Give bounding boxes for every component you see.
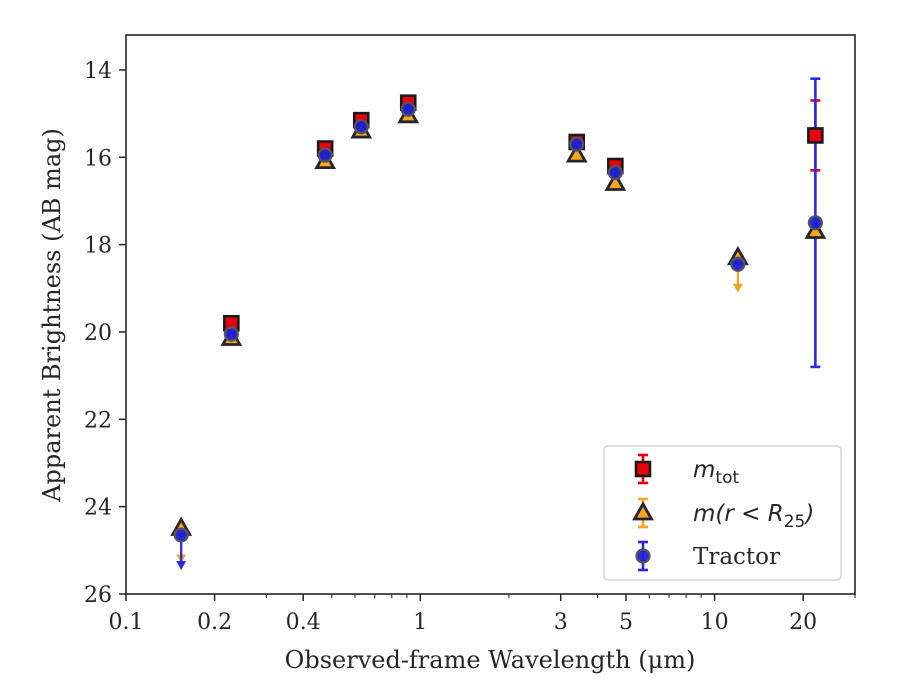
x-tick-label: 5 (619, 610, 633, 635)
x-tick-label: 20 (789, 610, 817, 635)
tractor-point (317, 147, 333, 163)
mtot-point (807, 127, 824, 144)
x-tick-label: 1 (413, 610, 427, 635)
y-tick-label: 16 (84, 146, 112, 171)
x-tick-label: 10 (701, 610, 729, 635)
legend-box (603, 445, 842, 581)
y-axis-label: Apparent Brightness (AB mag) (38, 128, 66, 503)
legend: mtot m(r < R25) Tractor (603, 445, 842, 581)
x-tick-label: 0.1 (109, 610, 144, 635)
x-axis-label: Observed-frame Wavelength (μm) (285, 646, 696, 674)
axis-ticks: 0.1 0.2 0.4 1 3 5 10 20 14 16 18 20 22 24 26 (84, 59, 856, 635)
tractor-point (173, 527, 189, 543)
r25-point (565, 143, 588, 163)
y-tick-label: 22 (84, 408, 112, 433)
legend-label-tractor: Tractor (693, 544, 780, 570)
upper-limit-arrowhead (176, 561, 187, 571)
x-tick-label: 3 (554, 610, 568, 635)
legend-marker-mtot (634, 460, 652, 478)
tractor-point (607, 164, 623, 181)
upper-limit-arrowhead (732, 283, 743, 293)
y-tick-label: 14 (84, 59, 112, 84)
y-tick-label: 20 (84, 321, 112, 346)
y-tick-label: 18 (84, 234, 112, 259)
tractor-point (730, 256, 746, 272)
y-tick-label: 26 (84, 583, 112, 608)
tractor-point (353, 119, 369, 135)
tractor-point (223, 326, 239, 342)
y-tick-label: 24 (84, 496, 112, 521)
legend-label-r25: m(r < R25) (693, 501, 814, 532)
x-tick-label: 0.4 (286, 610, 321, 635)
r25-point (604, 171, 627, 191)
x-tick-label: 0.2 (197, 610, 232, 635)
legend-marker-tractor (635, 548, 651, 564)
data-marks (170, 77, 827, 571)
legend-label-mtot: mtot (693, 457, 739, 488)
tractor-point (400, 101, 416, 117)
tractor-point (807, 215, 823, 231)
legend-marker-r25 (632, 501, 654, 521)
tractor-point (569, 136, 585, 152)
plot-frame (125, 34, 856, 595)
